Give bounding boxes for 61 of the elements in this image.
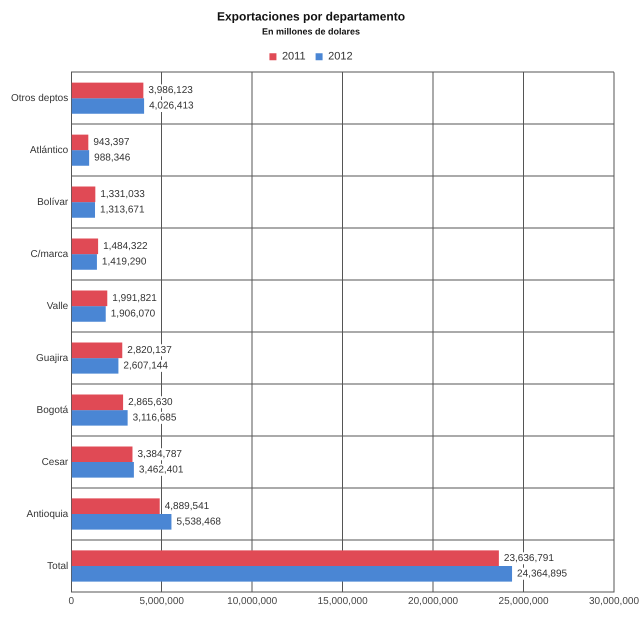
data-label: 23,636,791 xyxy=(504,552,554,564)
bar xyxy=(72,550,499,566)
y-tick-label: Atlántico xyxy=(30,144,69,156)
data-label: 1,991,821 xyxy=(112,293,158,304)
data-label: 3,986,123 xyxy=(148,85,194,96)
data-label: 2,607,144 xyxy=(123,360,168,372)
bar xyxy=(72,462,134,478)
y-tick-label: Guajira xyxy=(36,352,69,364)
chart-title: Exportaciones por departamento xyxy=(216,10,406,24)
x-tick-label: 5,000,000 xyxy=(139,596,184,607)
bar xyxy=(72,186,96,202)
x-tick-label: 20,000,000 xyxy=(408,596,459,607)
y-tick-label: Cesar xyxy=(42,456,69,468)
data-label: 3,462,401 xyxy=(138,464,184,476)
bar xyxy=(72,290,108,306)
data-label: 4,889,541 xyxy=(164,500,210,512)
x-tick-label: 30,000,000 xyxy=(588,596,640,607)
legend-label: 2011 xyxy=(282,50,306,63)
bar xyxy=(72,306,106,322)
data-label: 2,865,630 xyxy=(128,397,174,408)
data-label: 1,331,033 xyxy=(100,189,146,200)
chart-subtitle: En millones de dolares xyxy=(262,26,360,36)
data-label: 1,906,070 xyxy=(110,308,156,320)
bar xyxy=(72,150,90,166)
x-tick-label: 10,000,000 xyxy=(227,596,278,607)
bar xyxy=(72,498,160,514)
bar xyxy=(72,342,122,358)
bar xyxy=(72,410,128,426)
data-label: 943,397 xyxy=(93,137,130,148)
data-label: 1,419,290 xyxy=(102,256,147,268)
bar xyxy=(72,202,96,218)
y-tick-label: C/marca xyxy=(30,248,69,260)
data-label: 2,820,137 xyxy=(127,345,172,356)
y-tick-label: Antioquia xyxy=(26,508,69,520)
bar xyxy=(72,446,132,462)
bar xyxy=(72,358,118,374)
bar xyxy=(72,394,124,410)
data-label: 1,313,671 xyxy=(100,204,145,216)
data-label: 5,538,468 xyxy=(176,516,222,528)
x-tick-label: 0 xyxy=(68,596,74,607)
bar xyxy=(72,514,172,530)
y-tick-label: Bolívar xyxy=(37,196,69,208)
y-tick-label: Total xyxy=(47,560,68,572)
x-tick-label: 25,000,000 xyxy=(498,596,549,607)
data-label: 3,384,787 xyxy=(137,449,182,460)
y-tick-label: Valle xyxy=(46,300,69,312)
bar xyxy=(72,254,97,270)
data-label: 988,346 xyxy=(94,152,131,164)
y-tick-label: Bogotá xyxy=(36,404,69,416)
legend-label: 2012 xyxy=(328,50,353,63)
bar xyxy=(72,82,144,98)
x-tick-label: 15,000,000 xyxy=(318,596,368,607)
bar xyxy=(72,238,98,254)
data-label: 1,484,322 xyxy=(103,241,148,252)
bar xyxy=(72,134,88,150)
bar xyxy=(72,566,512,582)
data-label: 24,364,895 xyxy=(517,568,568,580)
data-label: 3,116,685 xyxy=(132,412,177,424)
y-tick-label: Otros deptos xyxy=(10,92,68,104)
bar xyxy=(72,98,144,114)
data-label: 4,026,413 xyxy=(149,100,194,112)
